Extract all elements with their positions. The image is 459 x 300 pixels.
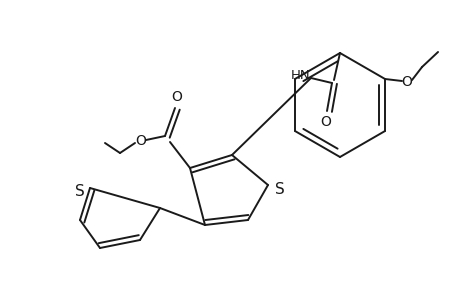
Text: O: O (401, 75, 412, 89)
Text: O: O (171, 90, 182, 104)
Text: HN: HN (291, 68, 310, 82)
Text: S: S (75, 184, 85, 199)
Text: O: O (135, 134, 146, 148)
Text: O: O (320, 115, 331, 129)
Text: S: S (274, 182, 284, 197)
